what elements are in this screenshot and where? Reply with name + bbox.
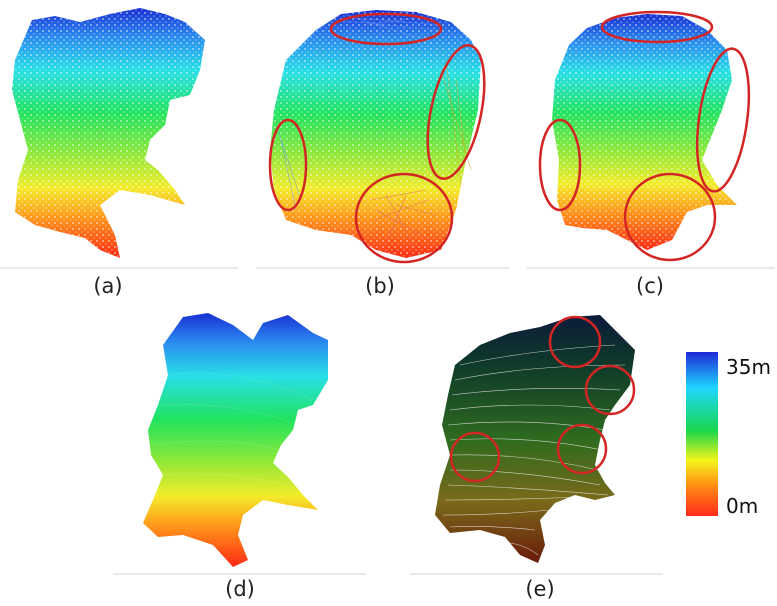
panel-b (256, 0, 511, 270)
legend-colorbar (686, 352, 718, 516)
contour-lines (442, 344, 626, 556)
highlight-circles-b (268, 12, 486, 264)
panel-a-baseline (0, 267, 238, 269)
caption-c: (c) (636, 274, 664, 298)
panel-b-baseline (256, 267, 509, 269)
caption-e: (e) (525, 577, 555, 601)
panel-e-baseline (410, 573, 663, 575)
caption-a: (a) (93, 274, 123, 298)
panel-e (410, 305, 665, 577)
legend-bottom-label: 0m (726, 494, 759, 518)
height-map-d (143, 313, 328, 567)
highlight-circles-e (449, 315, 636, 483)
panel-a (0, 0, 240, 270)
panel-d (113, 305, 368, 577)
contour-map-e (435, 315, 636, 563)
point-cloud-a (12, 8, 205, 258)
height-legend: 35m 0m (686, 352, 776, 522)
highlight-circles-c (538, 10, 751, 262)
caption-b: (b) (365, 274, 395, 298)
point-cloud-b (268, 10, 486, 264)
panel-c-baseline (527, 267, 775, 269)
panel-c (527, 0, 777, 270)
legend-top-label: 35m (726, 355, 771, 379)
point-cloud-c (538, 10, 751, 262)
caption-d: (d) (225, 577, 255, 601)
panel-d-baseline (113, 573, 366, 575)
